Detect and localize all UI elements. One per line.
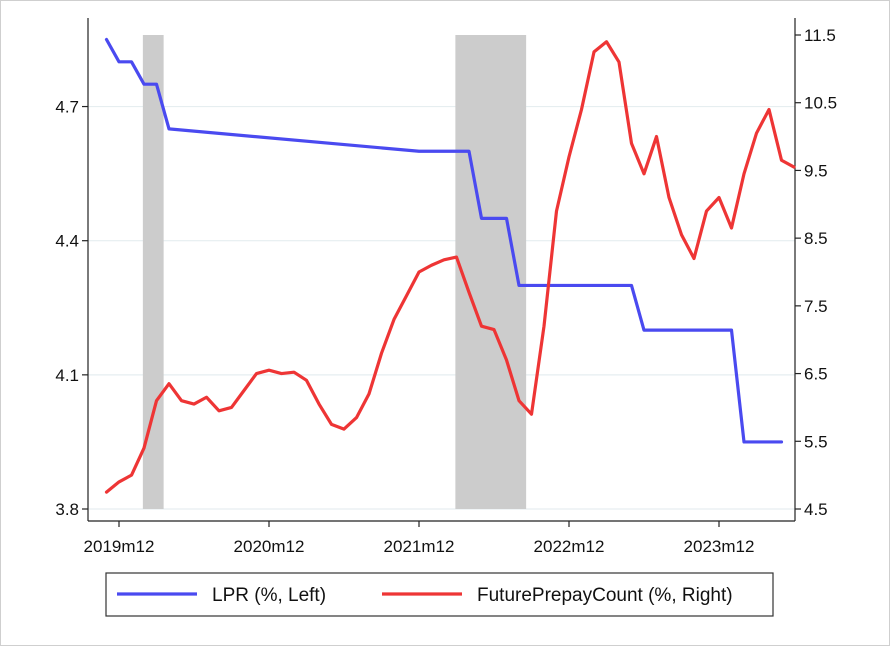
y-right-tick-label: 6.5 bbox=[804, 365, 828, 384]
y-right-tick-label: 11.5 bbox=[804, 26, 836, 45]
y-right-tick-label: 7.5 bbox=[804, 297, 828, 316]
grid-layer bbox=[88, 105, 795, 510]
x-tick-label: 2021m12 bbox=[384, 537, 455, 556]
y-left-tick-label: 4.4 bbox=[55, 232, 79, 251]
x-tick-label: 2019m12 bbox=[84, 537, 155, 556]
x-tick-label: 2022m12 bbox=[534, 537, 605, 556]
y-left-tick-label: 3.8 bbox=[55, 500, 79, 519]
x-tick-label: 2023m12 bbox=[684, 537, 755, 556]
series-layer bbox=[104, 37, 796, 494]
series-line-future-prepay-count bbox=[104, 40, 796, 494]
shaded-period bbox=[142, 35, 164, 509]
y-left-tick-label: 4.7 bbox=[55, 98, 79, 117]
shaded-periods bbox=[142, 35, 527, 509]
y-right-tick-label: 8.5 bbox=[804, 229, 828, 248]
y-left-tick-label: 4.1 bbox=[55, 366, 79, 385]
y-right-tick-label: 10.5 bbox=[804, 94, 837, 113]
legend: LPR (%, Left) FuturePrepayCount (%, Right… bbox=[105, 572, 774, 617]
legend-label: FuturePrepayCount (%, Right) bbox=[477, 585, 733, 606]
y-right-tick-label: 5.5 bbox=[804, 432, 828, 451]
x-tick-label: 2020m12 bbox=[234, 537, 305, 556]
axes: 3.8 4.1 4.4 4.7 4.5 5.5 6.5 7.5 8.5 9.5 10.5 11.5 20… bbox=[55, 18, 837, 556]
series-line-lpr bbox=[104, 37, 784, 444]
legend-label: LPR (%, Left) bbox=[212, 585, 326, 606]
shaded-period bbox=[455, 35, 527, 509]
y-right-tick-label: 9.5 bbox=[804, 161, 828, 180]
y-right-tick-label: 4.5 bbox=[804, 500, 828, 519]
